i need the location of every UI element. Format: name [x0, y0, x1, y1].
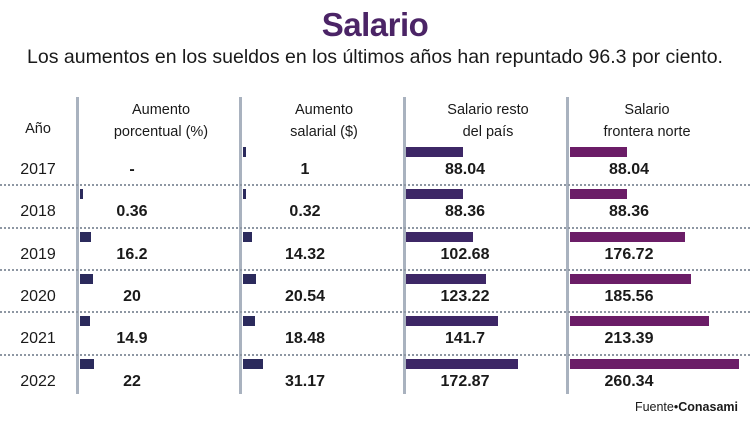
front-value: 88.36	[608, 203, 650, 221]
front-bar	[570, 189, 628, 200]
front-bar	[570, 231, 685, 242]
header-pct-line2: porcentual (%)	[113, 124, 209, 140]
pct-value: 22	[123, 372, 141, 390]
header-front: Salario frontera norte	[572, 99, 722, 143]
year-label: 2017	[20, 161, 56, 178]
front-bar	[570, 358, 740, 369]
year-label: 2019	[20, 245, 56, 263]
pct-value: 0.36	[116, 203, 148, 221]
rest-value: 102.68	[440, 245, 490, 263]
row-separator	[0, 184, 750, 187]
amt-bar	[243, 189, 246, 200]
column-separator	[403, 97, 406, 394]
amt-bar	[243, 358, 264, 369]
front-value: 213.39	[604, 330, 654, 348]
amt-value: 20.54	[284, 287, 326, 305]
pct-bar	[80, 231, 91, 242]
rest-bar	[406, 231, 473, 242]
pct-value: 16.2	[116, 245, 148, 263]
amt-bar	[243, 316, 255, 327]
rest-bar	[406, 316, 499, 327]
front-value: 88.04	[608, 161, 650, 178]
header-year-label: Año	[25, 121, 51, 137]
front-value: 176.72	[604, 245, 654, 263]
amt-value: 31.17	[284, 372, 326, 390]
source-prefix: Fuente	[634, 400, 674, 414]
header-year: Año	[0, 118, 76, 140]
header-rest-line2: del país	[462, 124, 514, 140]
row-separator	[0, 268, 750, 271]
header-rest: Salario resto del país	[408, 99, 568, 143]
rest-bar	[406, 273, 487, 284]
source-name: Conasami	[678, 400, 738, 414]
front-bar	[570, 273, 691, 284]
source-bullet: •	[673, 400, 679, 414]
header-amt-line2: salarial ($)	[290, 124, 358, 140]
rest-value: 88.04	[444, 161, 486, 178]
year-label: 2018	[20, 203, 56, 221]
rest-value: 172.87	[440, 372, 490, 390]
header-amt: Aumento salarial ($)	[244, 99, 404, 143]
header-pct: Aumento porcentual (%)	[82, 99, 240, 143]
amt-bar	[243, 273, 257, 284]
rest-bar	[406, 147, 464, 157]
amt-bar	[243, 147, 246, 157]
rest-value: 141.7	[444, 330, 486, 348]
pct-value: 14.9	[116, 330, 148, 348]
front-value: 260.34	[604, 372, 654, 390]
source-credit: Fuente•Conasami	[635, 400, 738, 414]
amt-value: 18.48	[284, 330, 326, 348]
pct-value: -	[129, 161, 135, 178]
year-label: 2021	[20, 330, 56, 348]
amt-value: 1	[300, 161, 310, 178]
front-bar	[570, 316, 709, 327]
chart-title: Salario	[321, 6, 429, 43]
front-value: 185.56	[604, 287, 654, 305]
rest-value: 88.36	[444, 203, 486, 221]
header-amt-line1: Aumento	[294, 102, 354, 118]
column-separator	[76, 97, 79, 394]
chart-subtitle: Los aumentos en los sueldos en los últim…	[27, 46, 723, 68]
year-label: 2022	[20, 372, 56, 390]
pct-bar	[80, 189, 83, 200]
column-separator	[239, 97, 242, 394]
rest-bar	[406, 189, 464, 200]
column-separator	[566, 97, 569, 394]
row-separator	[0, 353, 750, 356]
rest-bar	[406, 358, 519, 369]
header-front-line2: frontera norte	[603, 124, 691, 140]
year-label: 2020	[20, 287, 56, 305]
amt-bar	[243, 231, 253, 242]
row-separator	[0, 311, 750, 314]
pct-bar	[80, 316, 90, 327]
pct-value: 20	[123, 287, 141, 305]
header-pct-line1: Aumento	[131, 102, 191, 118]
pct-bar	[80, 273, 93, 284]
header-front-line1: Salario	[624, 102, 670, 118]
rest-value: 123.22	[440, 287, 490, 305]
amt-value: 0.32	[289, 203, 321, 221]
front-bar	[570, 147, 628, 157]
amt-value: 14.32	[284, 245, 326, 263]
header-rest-line1: Salario resto	[447, 102, 529, 118]
row-separator	[0, 226, 750, 229]
pct-bar	[80, 358, 95, 369]
